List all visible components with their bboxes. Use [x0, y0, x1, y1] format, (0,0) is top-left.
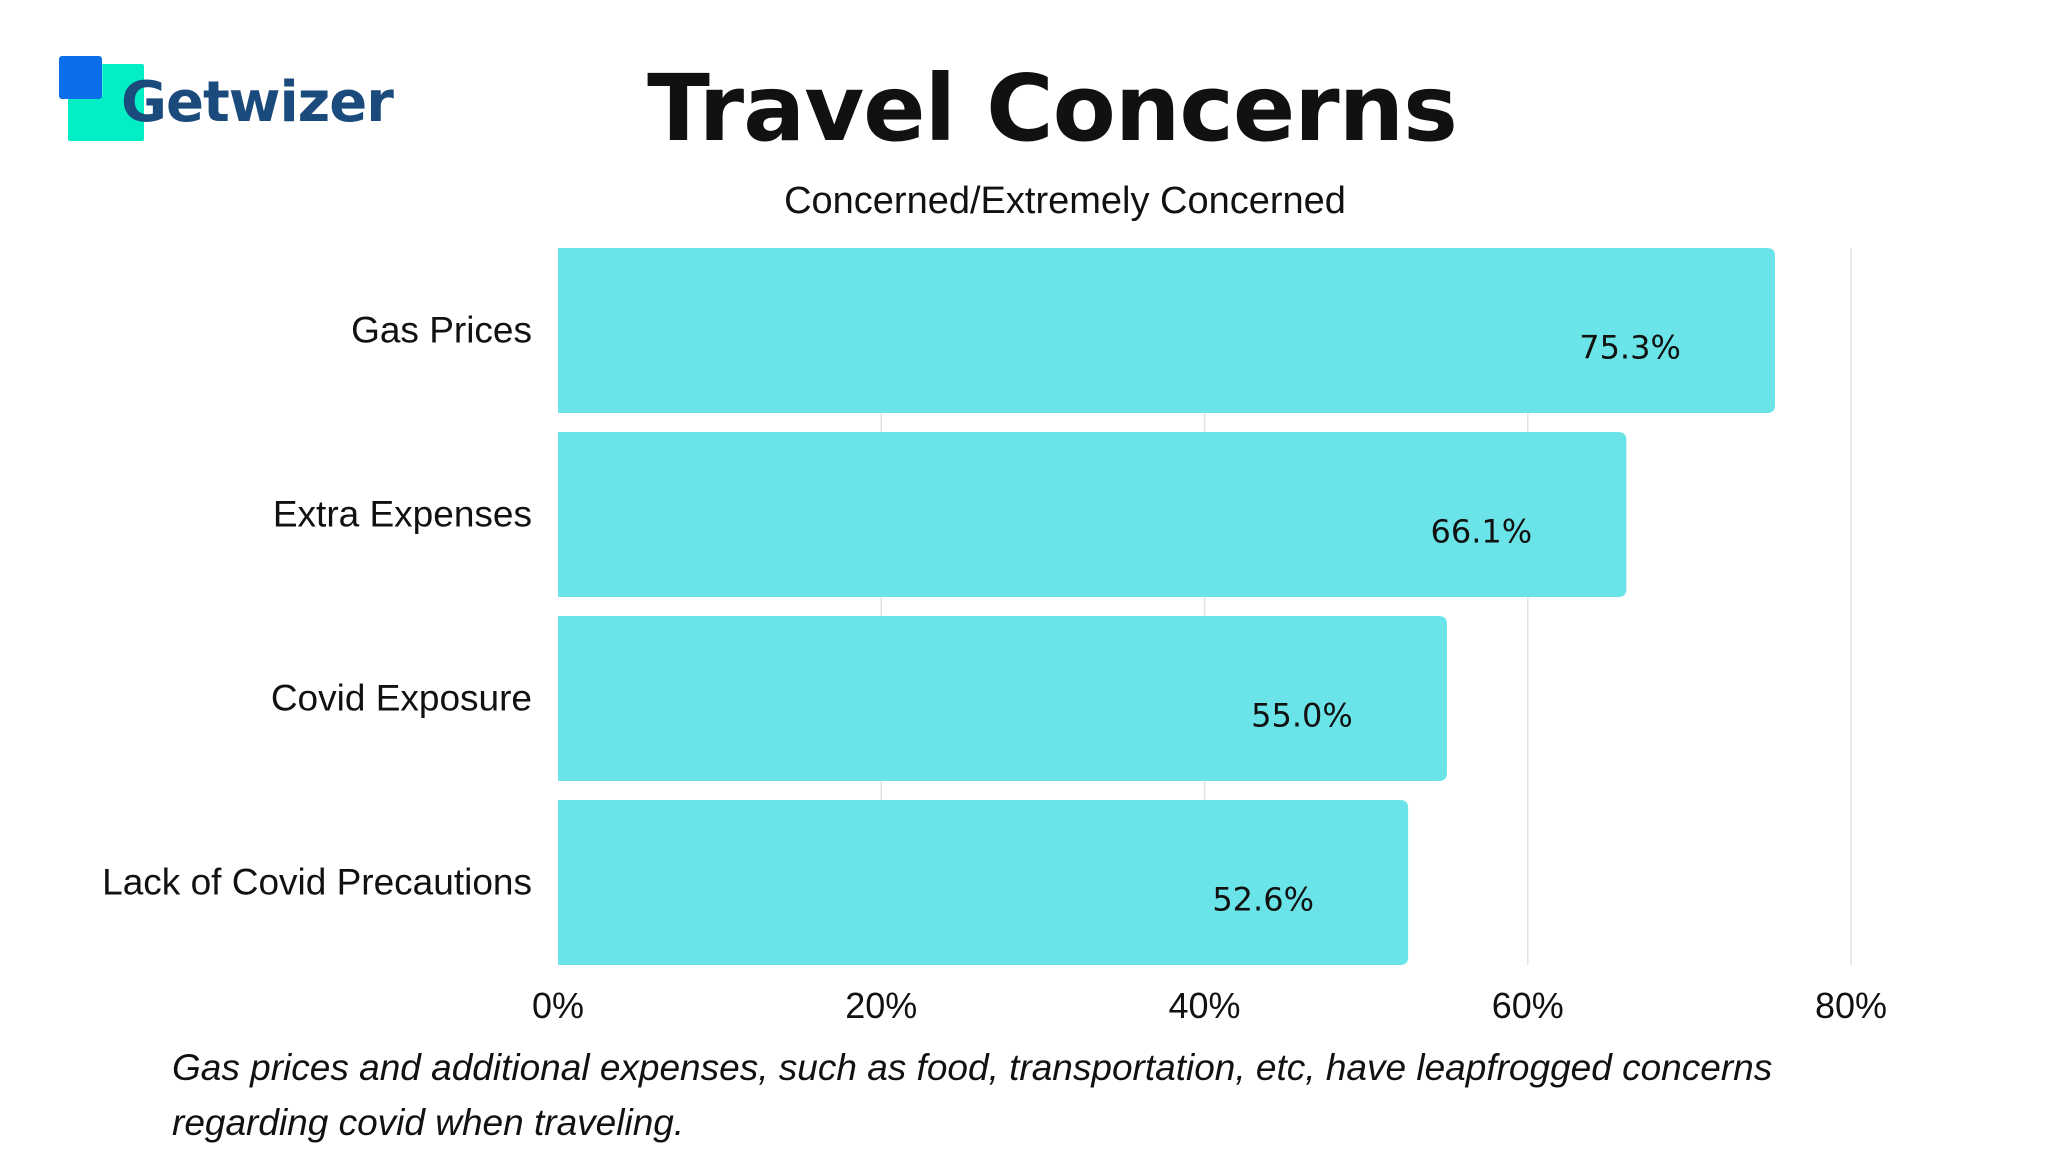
x-tick-label: 0% [532, 985, 584, 1026]
logo-text: Getwizer [121, 70, 394, 135]
value-label: 75.3% [1579, 329, 1681, 367]
bar [558, 800, 1409, 965]
bar [558, 248, 1776, 413]
value-label: 55.0% [1251, 697, 1353, 735]
x-tick-label: 40% [1168, 985, 1240, 1026]
value-label: 52.6% [1212, 881, 1314, 919]
footnote: Gas prices and additional expenses, such… [172, 1047, 1773, 1143]
getwizer-logo: Getwizer [59, 56, 394, 146]
logo-blue-square [59, 56, 102, 99]
category-label: Covid Exposure [271, 678, 532, 719]
bar [558, 432, 1627, 597]
category-label: Extra Expenses [273, 494, 532, 535]
x-tick-label: 60% [1492, 985, 1564, 1026]
x-tick-label: 80% [1815, 985, 1887, 1026]
category-label: Lack of Covid Precautions [102, 862, 532, 903]
bar [558, 616, 1447, 781]
x-tick-label: 20% [845, 985, 917, 1026]
chart-title: Travel Concerns [647, 55, 1458, 162]
chart-subtitle: Concerned/Extremely Concerned [784, 180, 1346, 222]
value-label: 66.1% [1431, 513, 1533, 551]
category-label: Gas Prices [351, 310, 532, 351]
